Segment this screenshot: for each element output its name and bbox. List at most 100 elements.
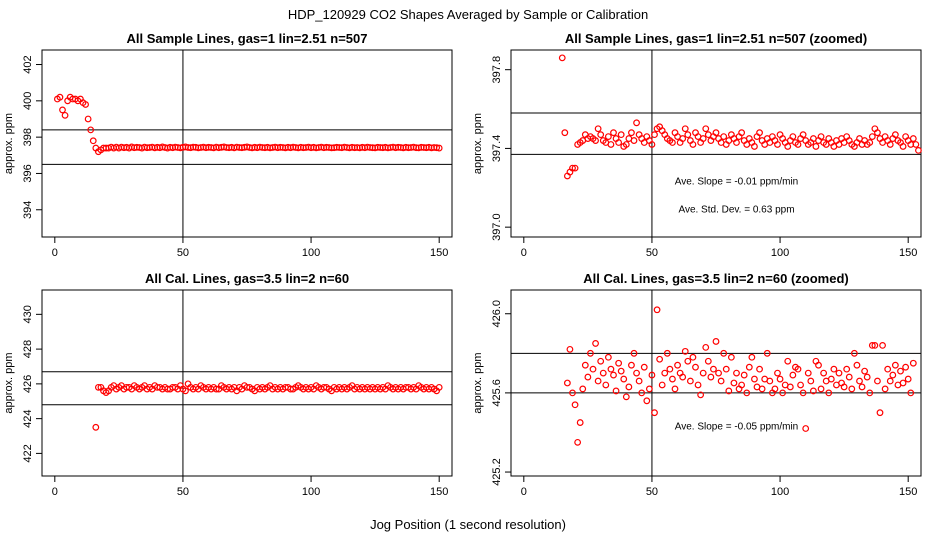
panel-4-data-point: [884, 365, 892, 373]
panel-3-y-axis-label: approx. ppm: [3, 352, 15, 413]
panel-3-data-point: [92, 423, 100, 431]
panel-2-data-point: [684, 131, 692, 139]
panel-2-frame: [510, 49, 922, 238]
panel-2-annotation: Ave. Std. Dev. = 0.63 ppm: [678, 205, 794, 216]
panel-4-data-point: [874, 377, 881, 385]
panel-2-y-axis-label: approx. ppm: [472, 113, 484, 174]
panel-1-data-point: [61, 111, 69, 119]
panel-4-data-point: [571, 401, 579, 409]
panel-4-data-point: [615, 359, 623, 367]
panel-4-data-point: [756, 365, 763, 373]
panel-4-data-point: [604, 353, 612, 361]
panel-2-data-point: [615, 139, 623, 146]
panel-4-data-point: [612, 387, 620, 395]
panel-4-data-point: [661, 369, 669, 377]
panel-4-data-point: [712, 338, 720, 345]
panel-2-data-point: [592, 137, 599, 144]
panel-2-title: All Sample Lines, gas=1 lin=2.51 n=507 (…: [565, 31, 867, 46]
panel-4-data-point: [909, 359, 917, 367]
panel-2-data-point: [689, 141, 697, 148]
panel-1-title: All Sample Lines, gas=1 lin=2.51 n=507: [127, 31, 368, 46]
panel-4-data-point: [853, 361, 861, 369]
panel-4-data-point: [620, 375, 628, 383]
panel-4-data-point: [807, 377, 815, 385]
panel-4-data-point: [638, 389, 646, 397]
panel-1-data-point: [82, 101, 89, 108]
panel-4-data-point: [886, 377, 894, 385]
panel-4-data-point: [840, 383, 848, 391]
panel-2-data-point: [866, 139, 874, 146]
panel-4-data-point: [725, 387, 733, 395]
panel-2-y-tick-label: 397.4: [491, 135, 503, 163]
panel-4-data-point: [871, 342, 879, 349]
panel-4-frame: [510, 289, 922, 477]
panel-4-data-point: [648, 371, 656, 379]
panel-3-y-tick-label: 428: [22, 340, 34, 358]
panel-4-data-point: [710, 365, 717, 373]
panel-4-data-point: [861, 367, 869, 375]
panel-4-data-point: [789, 371, 797, 379]
panel-4-data-point: [699, 369, 707, 377]
panel-4-data-point: [799, 389, 807, 397]
panel-1-y-tick-label: 398: [22, 128, 34, 146]
panel-4-data-point: [758, 385, 766, 393]
panel-1-y-tick-label: 400: [22, 92, 34, 110]
panel-2-data-point: [561, 129, 569, 137]
panel-2-data-point: [571, 164, 579, 172]
panel-4-data-point: [625, 383, 633, 391]
panel-4-data-point: [563, 379, 571, 387]
panel-2-data-point: [681, 125, 689, 133]
panel-4-data-point: [848, 385, 856, 393]
panel-4-data-point: [681, 347, 689, 355]
panel-2-x-tick-label: 100: [771, 247, 789, 259]
panel-4-y-tick-label: 426.0: [491, 300, 503, 328]
panel-4-x-tick-label: 50: [646, 486, 658, 498]
panel-4-data-point: [707, 373, 715, 381]
panel-3: All Cal. Lines, gas=3.5 lin=2 n=60 approx…: [3, 271, 453, 498]
panel-4-data-point: [863, 373, 871, 381]
panel-1-data-point: [433, 144, 441, 152]
panel-2-data-point: [607, 141, 615, 148]
panel-4-data-point: [745, 363, 753, 371]
panel-2-data-point: [868, 133, 876, 141]
panel-3-data-point: [435, 383, 443, 391]
panel-1-data-point: [84, 115, 92, 123]
panel-4-data-point: [891, 361, 899, 369]
panel-4-data-point: [815, 361, 822, 369]
panel-4-data-point: [751, 375, 758, 383]
panel-3-frame: [41, 289, 453, 477]
panel-2-x-tick-label: 50: [646, 247, 658, 259]
panel-4-data-point: [733, 369, 740, 377]
panel-4-data-point: [692, 363, 699, 371]
panel-2-data-point: [702, 125, 710, 133]
panel-4-data-point: [674, 361, 681, 369]
panel-1-data-point: [435, 144, 443, 152]
panel-2-x-tick-label: 150: [899, 247, 917, 259]
panel-2-data-point: [891, 131, 899, 139]
panel-3-y-tick-label: 430: [22, 305, 34, 323]
panel-2-data-point: [630, 137, 638, 144]
panel-2-data-point: [774, 141, 781, 148]
panel-4-data-point: [797, 381, 804, 389]
panel-4-x-tick-label: 100: [771, 486, 789, 498]
panel-4-data-point: [897, 367, 904, 375]
panel-4-data-point: [663, 349, 671, 357]
panel-3-title: All Cal. Lines, gas=3.5 lin=2 n=60: [145, 271, 349, 286]
panel-4-data-point: [763, 349, 771, 357]
panel-2-data-point: [699, 135, 707, 142]
panel-4-data-point: [569, 389, 576, 397]
panel-4-data-point: [671, 385, 679, 393]
panel-4-data-point: [645, 385, 653, 393]
panel-4-data-point: [715, 369, 722, 377]
panel-4-data-point: [589, 365, 597, 373]
panel-4-data-point: [776, 375, 784, 383]
panel-4-data-point: [907, 389, 915, 397]
panel-2-data-point: [648, 141, 656, 148]
panel-4-data-point: [802, 425, 810, 432]
panel-2-data-point: [909, 135, 917, 142]
panel-4-data-point: [804, 369, 812, 377]
panel-4-y-axis-label: approx. ppm: [472, 352, 484, 413]
panel-4-data-point: [743, 389, 751, 397]
panel-3-y-tick-label: 426: [22, 375, 34, 393]
